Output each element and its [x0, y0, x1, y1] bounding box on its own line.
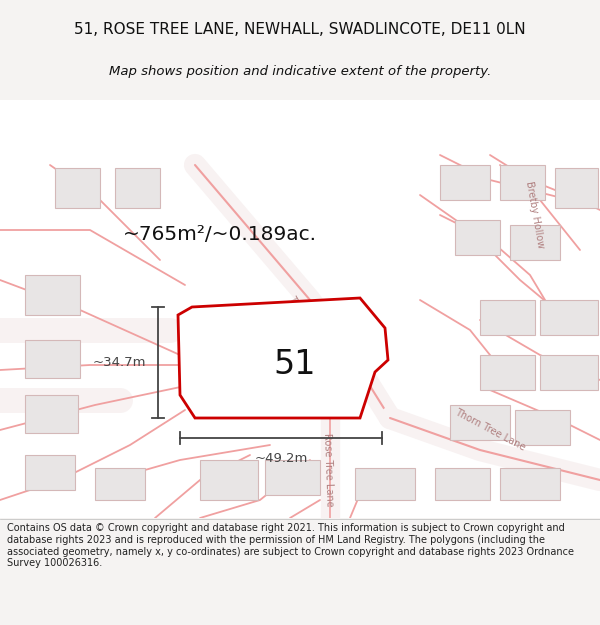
Text: ~765m²/~0.189ac.: ~765m²/~0.189ac. — [123, 226, 317, 244]
Polygon shape — [55, 168, 100, 208]
Polygon shape — [455, 220, 500, 255]
Polygon shape — [178, 298, 388, 418]
Polygon shape — [500, 165, 545, 200]
Text: Thorn Tree Lane: Thorn Tree Lane — [453, 408, 527, 452]
Polygon shape — [540, 300, 598, 335]
Polygon shape — [200, 460, 258, 500]
Text: ~34.7m: ~34.7m — [92, 356, 146, 369]
Polygon shape — [25, 395, 78, 433]
Text: ~49.2m: ~49.2m — [254, 452, 308, 465]
Text: Bretby Hollow: Bretby Hollow — [524, 181, 546, 249]
Polygon shape — [240, 390, 295, 415]
Polygon shape — [355, 468, 415, 500]
Polygon shape — [310, 390, 355, 415]
Polygon shape — [115, 168, 160, 208]
Polygon shape — [435, 468, 490, 500]
Polygon shape — [95, 468, 145, 500]
Polygon shape — [515, 410, 570, 445]
Polygon shape — [480, 300, 535, 335]
Polygon shape — [440, 165, 490, 200]
Polygon shape — [265, 460, 320, 495]
Text: Map shows position and indicative extent of the property.: Map shows position and indicative extent… — [109, 66, 491, 79]
Polygon shape — [25, 340, 80, 378]
Polygon shape — [555, 168, 598, 208]
Polygon shape — [500, 468, 560, 500]
Text: 51, ROSE TREE LANE, NEWHALL, SWADLINCOTE, DE11 0LN: 51, ROSE TREE LANE, NEWHALL, SWADLINCOTE… — [74, 22, 526, 38]
Polygon shape — [540, 355, 598, 390]
Polygon shape — [195, 315, 230, 345]
Polygon shape — [25, 455, 75, 490]
Polygon shape — [510, 225, 560, 260]
Text: 51: 51 — [274, 349, 316, 381]
Text: Thorn Tree Lane: Thorn Tree Lane — [286, 294, 334, 366]
Text: Rose Tree Lane: Rose Tree Lane — [322, 433, 334, 507]
Polygon shape — [25, 275, 80, 315]
Polygon shape — [450, 405, 510, 440]
Polygon shape — [480, 355, 535, 390]
Text: Contains OS data © Crown copyright and database right 2021. This information is : Contains OS data © Crown copyright and d… — [7, 523, 574, 568]
